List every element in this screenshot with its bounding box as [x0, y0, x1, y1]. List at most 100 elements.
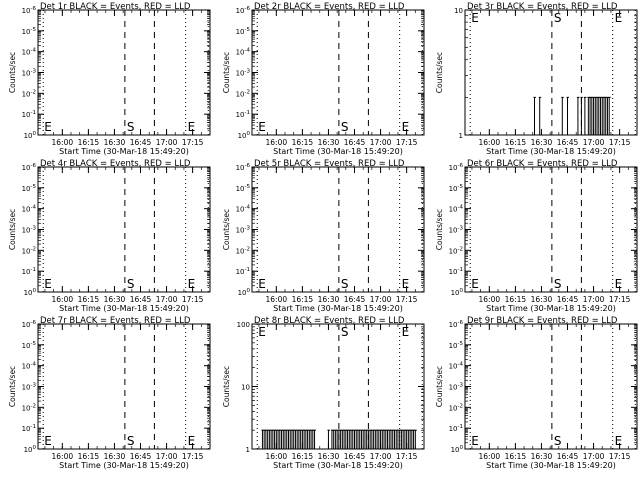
plot-frame — [37, 166, 211, 293]
x-tick-label: 16:30 — [104, 452, 126, 461]
y-tick-label: 10-5 — [449, 184, 464, 193]
y-tick-label: 10-5 — [236, 184, 251, 193]
plot-frame — [251, 9, 425, 136]
y-axis-label: Counts/sec — [8, 366, 17, 407]
x-tick-label: 17:15 — [182, 138, 204, 147]
x-tick-label: 16:45 — [130, 452, 152, 461]
x-tick-label: 16:00 — [52, 452, 74, 461]
y-tick-label: 100 — [238, 131, 251, 140]
y-tick-label: 10-1 — [449, 267, 463, 276]
y-tick-label: 10-3 — [22, 69, 37, 78]
detector-chart-5: Det 5r BLACK = Events, RED = LLD 100 10-1 1… — [222, 159, 425, 313]
x-tick-label: 17:15 — [182, 295, 204, 304]
x-tick-label: 16:15 — [78, 138, 100, 147]
y-tick-label: 10-1 — [449, 424, 463, 433]
x-tick-label: 16:45 — [344, 295, 366, 304]
y-tick-label: 10-5 — [22, 184, 37, 193]
y-axis-label: Counts/sec — [222, 366, 231, 407]
chart-title: Det 3r BLACK = Events, RED = LLD — [467, 2, 618, 12]
chart-title: Det 4r BLACK = Events, RED = LLD — [40, 159, 191, 169]
x-tick-label: 17:00 — [370, 138, 392, 147]
x-axis-label: Start Time (30-Mar-18 15:49:20) — [486, 461, 616, 470]
y-tick-label: 10-3 — [449, 226, 464, 235]
time-marker-label: E — [44, 434, 52, 448]
x-tick-label: 16:45 — [344, 452, 366, 461]
x-tick-label: 16:15 — [78, 452, 100, 461]
y-tick-label: 100 — [451, 288, 464, 297]
y-tick-label: 10 — [241, 384, 250, 392]
x-tick-label: 17:00 — [583, 295, 605, 304]
y-tick-label: 10-2 — [236, 246, 250, 255]
time-marker-label: E — [258, 277, 266, 291]
time-marker-label: S — [127, 277, 135, 291]
y-tick-label: 10-4 — [22, 362, 37, 371]
y-tick-label: 10-1 — [236, 267, 250, 276]
x-tick-label: 16:30 — [318, 295, 340, 304]
x-tick-label: 17:00 — [370, 452, 392, 461]
y-tick-label: 10-3 — [236, 226, 251, 235]
y-tick-label: 10-6 — [22, 6, 37, 15]
x-tick-label: 16:45 — [344, 138, 366, 147]
x-tick-label: 16:30 — [531, 295, 553, 304]
y-axis-label: Counts/sec — [8, 52, 17, 93]
y-tick-label: 10-2 — [449, 246, 463, 255]
x-tick-label: 16:00 — [266, 295, 288, 304]
y-axis-label: Counts/sec — [222, 209, 231, 250]
time-marker-label: E — [402, 277, 410, 291]
x-tick-label: 16:45 — [130, 295, 152, 304]
x-tick-label: 16:00 — [479, 138, 501, 147]
time-marker-label: E — [615, 11, 623, 25]
x-tick-label: 16:30 — [318, 452, 340, 461]
x-tick-label: 16:15 — [505, 452, 527, 461]
y-tick-label: 10-2 — [22, 403, 36, 412]
x-tick-label: 16:15 — [505, 138, 527, 147]
detector-chart-4: Det 4r BLACK = Events, RED = LLD 100 10-1 1… — [8, 159, 211, 313]
y-tick-label: 10-1 — [22, 424, 36, 433]
x-tick-label: 17:15 — [609, 295, 631, 304]
plot-frame — [37, 323, 211, 450]
y-axis-label: Counts/sec — [8, 209, 17, 250]
x-tick-label: 16:00 — [52, 295, 74, 304]
x-tick-label: 17:15 — [396, 138, 418, 147]
y-tick-label: 10-4 — [449, 205, 464, 214]
time-marker-label: E — [44, 120, 52, 134]
x-tick-label: 16:30 — [531, 452, 553, 461]
time-marker-label: E — [615, 434, 623, 448]
x-tick-label: 16:30 — [531, 138, 553, 147]
x-tick-label: 17:00 — [156, 295, 178, 304]
y-tick-label: 10-1 — [22, 110, 36, 119]
plot-frame — [251, 166, 425, 293]
x-tick-label: 16:00 — [479, 452, 501, 461]
y-tick-label: 10-5 — [22, 27, 37, 36]
time-marker-label: E — [402, 120, 410, 134]
x-tick-label: 17:00 — [156, 452, 178, 461]
y-tick-label: 100 — [24, 288, 37, 297]
time-marker-label: S — [127, 120, 135, 134]
time-marker-label: E — [615, 277, 623, 291]
y-tick-label: 10-4 — [236, 205, 251, 214]
y-tick-label: 10-2 — [236, 89, 250, 98]
y-tick-label: 10-3 — [449, 383, 464, 392]
chart-title: Det 5r BLACK = Events, RED = LLD — [254, 159, 405, 169]
time-marker-label: S — [341, 277, 349, 291]
chart-title: Det 1r BLACK = Events, RED = LLD — [40, 2, 191, 12]
y-tick-label: 10-6 — [22, 320, 37, 329]
y-tick-label: 10-6 — [22, 163, 37, 172]
x-tick-label: 16:30 — [318, 138, 340, 147]
x-axis-label: Start Time (30-Mar-18 15:49:20) — [273, 147, 403, 156]
y-tick-label: 100 — [237, 321, 250, 329]
y-axis-label: Counts/sec — [222, 52, 231, 93]
detector-chart-3: Det 3r BLACK = Events, RED = LLD 1 10 Count… — [435, 2, 638, 156]
plot-frame — [464, 323, 638, 450]
time-marker-label: E — [258, 120, 266, 134]
x-tick-label: 17:15 — [396, 452, 418, 461]
y-tick-label: 10 — [454, 7, 463, 15]
y-tick-label: 10-1 — [236, 110, 250, 119]
x-axis-label: Start Time (30-Mar-18 15:49:20) — [59, 147, 189, 156]
y-tick-label: 10-5 — [449, 341, 464, 350]
time-marker-label: E — [402, 325, 410, 339]
x-tick-label: 17:00 — [370, 295, 392, 304]
x-tick-label: 17:00 — [583, 138, 605, 147]
detector-chart-2: Det 2r BLACK = Events, RED = LLD 100 10-1 1… — [222, 2, 425, 156]
